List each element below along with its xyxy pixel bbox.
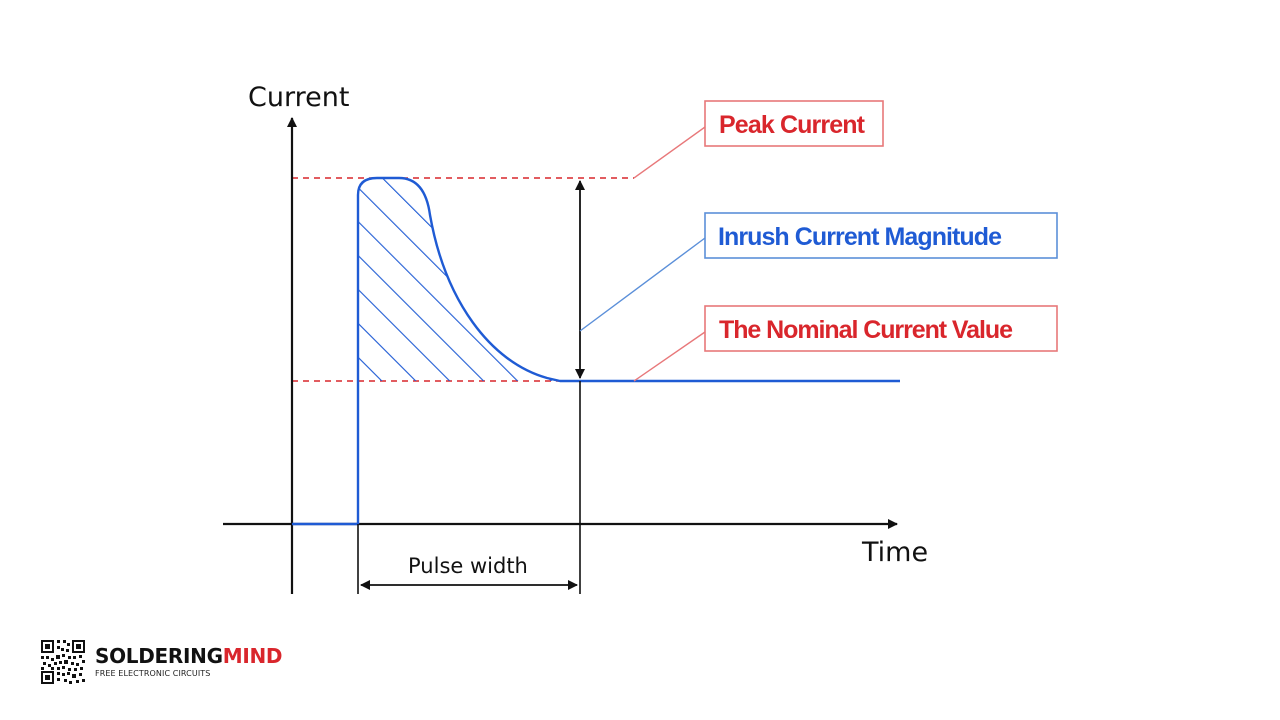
callout-nominal-label: The Nominal Current Value [719, 316, 1013, 344]
brand-text: SOLDERINGMIND FREE ELECTRONIC CIRCUITS [95, 644, 283, 679]
brand-name: SOLDERINGMIND [95, 644, 283, 668]
callout-inrush-magnitude: Inrush Current Magnitude [704, 212, 1058, 259]
callout-magnitude-label: Inrush Current Magnitude [718, 223, 1002, 251]
magnitude-leader-line [579, 237, 706, 332]
x-axis-label: Time [861, 537, 928, 568]
brand-logo: SOLDERINGMIND FREE ELECTRONIC CIRCUITS [40, 638, 283, 686]
hatched-area [358, 178, 560, 381]
pulse-width-label: Pulse width [408, 554, 528, 578]
peak-leader-line [633, 126, 706, 179]
qr-code-icon [40, 639, 86, 685]
y-axis-label: Current [248, 82, 349, 113]
brand-name-part1: SOLDERING [95, 644, 223, 668]
brand-tagline: FREE ELECTRONIC CIRCUITS [95, 669, 211, 678]
callout-peak-label: Peak Current [719, 111, 866, 139]
brand-name-part2: MIND [222, 644, 283, 668]
callout-nominal-current: The Nominal Current Value [704, 305, 1058, 352]
callout-peak-current: Peak Current [704, 100, 884, 147]
nominal-leader-line [633, 331, 706, 382]
current-curve [292, 176, 900, 526]
